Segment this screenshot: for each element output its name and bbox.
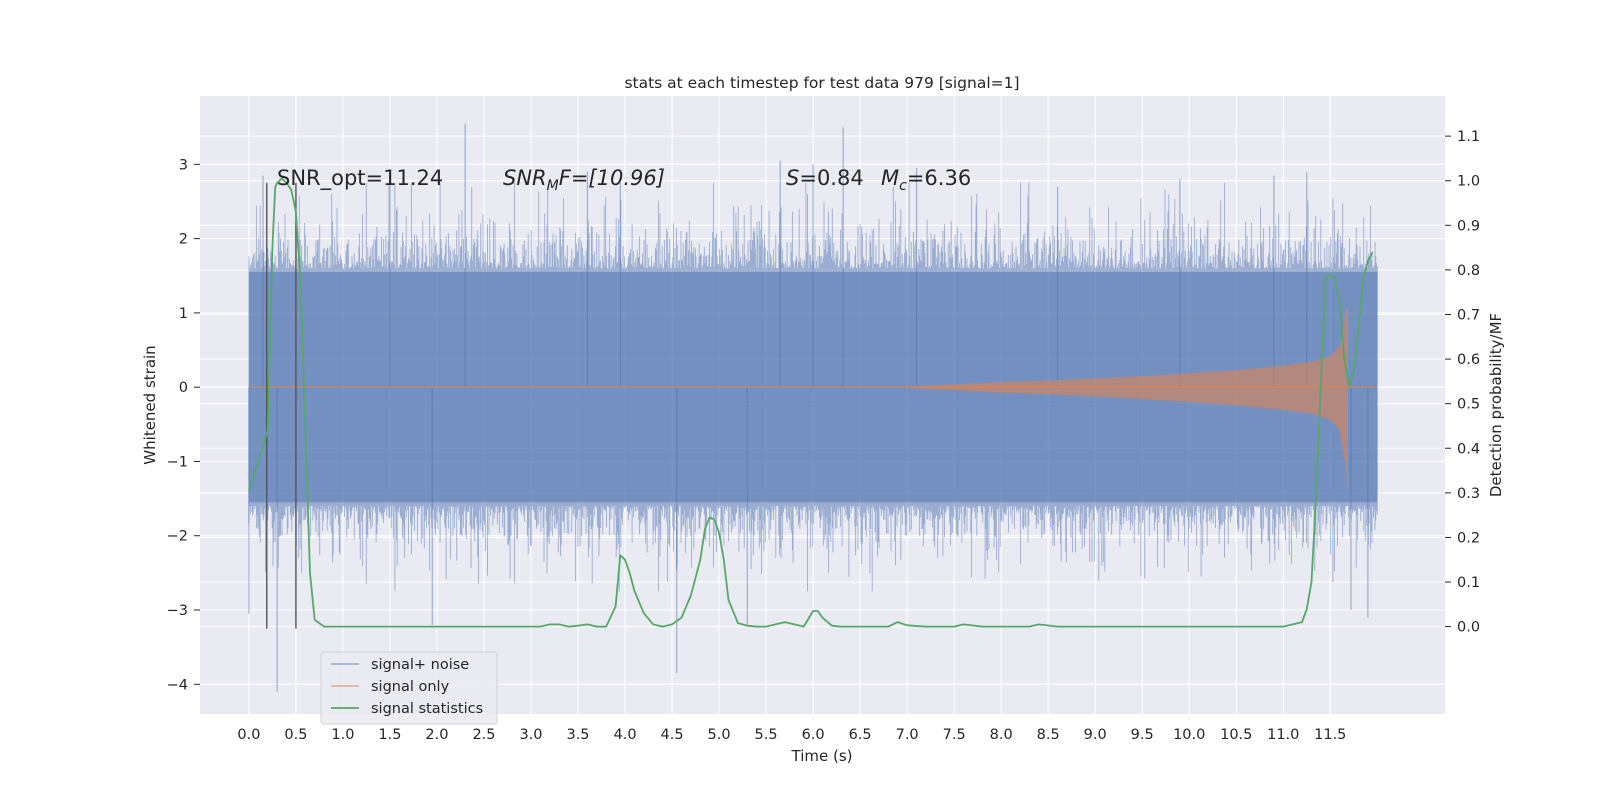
annotation-snr-mf: SNRMF=[10.96] [503, 166, 665, 194]
x-tick-label-4-5: 4.5 [661, 727, 684, 743]
series-signal-statistics [248, 177, 1374, 628]
legend-label-signal-plus-noise: signal+ noise [371, 657, 469, 673]
x-tick-label-2-0: 2.0 [425, 727, 448, 743]
y2-tick-label-0-1: 0.1 [1457, 575, 1480, 591]
legend-label-signal-only: signal only [371, 679, 450, 695]
y2-axis-ticks: 0.0 0.1 0.2 0.3 0.4 0.5 0.6 0.7 0.8 0.9 1.0 1.1 [1445, 129, 1480, 636]
legend-box [320, 651, 498, 725]
y2-axis-label: Detection probability/MF [1487, 313, 1505, 497]
x-tick-label-9-5: 9.5 [1131, 727, 1154, 743]
annotation-snr-opt: SNR_opt=11.24 [277, 166, 443, 191]
x-tick-label-8-0: 8.0 [990, 727, 1013, 743]
y-tick-label-2: 2 [179, 232, 188, 248]
y2-tick-label-0-3: 0.3 [1457, 486, 1480, 502]
signal-statistics-line [248, 177, 1374, 628]
y2-tick-label-0-8: 0.8 [1457, 263, 1480, 279]
x-tick-label-5-5: 5.5 [755, 727, 778, 743]
y2-tick-label-1-0: 1.0 [1457, 174, 1480, 190]
y-tick-label-0: 0 [179, 380, 188, 396]
x-tick-label-4-0: 4.0 [613, 727, 636, 743]
x-tick-label-5-0: 5.0 [708, 727, 731, 743]
x-tick-label-1-5: 1.5 [378, 727, 401, 743]
y-tick-label-3: 3 [179, 157, 188, 173]
y-axis-label: Whitened strain [141, 345, 159, 464]
x-tick-label-7-0: 7.0 [896, 727, 919, 743]
x-tick-label-6-5: 6.5 [849, 727, 872, 743]
annotation-s: S=0.84 [786, 166, 864, 190]
legend: signal+ noise signal only signal statist… [320, 651, 498, 725]
x-tick-label-10-0: 10.0 [1173, 727, 1205, 743]
x-tick-label-8-5: 8.5 [1037, 727, 1060, 743]
x-tick-label-11-0: 11.0 [1267, 727, 1299, 743]
x-tick-label-3-0: 3.0 [519, 727, 542, 743]
y-tick-label-4: −4 [167, 677, 188, 693]
x-tick-label-7-5: 7.5 [943, 727, 966, 743]
x-tick-label-0-5: 0.5 [284, 727, 307, 743]
x-tick-label-6-0: 6.0 [802, 727, 825, 743]
x-tick-label-3-5: 3.5 [566, 727, 589, 743]
y2-tick-label-0-4: 0.4 [1457, 441, 1480, 457]
y-tick-label-1: 1 [179, 306, 188, 322]
legend-label-signal-statistics: signal statistics [371, 701, 483, 717]
x-tick-label-11-5: 11.5 [1314, 727, 1346, 743]
series-signal-only [248, 309, 1378, 488]
y2-tick-label-0-9: 0.9 [1457, 218, 1480, 234]
y2-tick-label-0-2: 0.2 [1457, 530, 1480, 546]
y2-tick-label-1-1: 1.1 [1457, 129, 1480, 145]
chart-title: stats at each timestep for test data 979… [624, 74, 1019, 92]
y-tick-label-3: −3 [167, 603, 188, 619]
signal-only-envelope [907, 309, 1347, 470]
y2-tick-label-0-6: 0.6 [1457, 352, 1480, 368]
x-tick-label-1-0: 1.0 [331, 727, 354, 743]
y-tick-label-2: −2 [167, 529, 188, 545]
y-axis-ticks: −4 −3 −2 −1 0 1 2 3 [167, 157, 200, 693]
y2-tick-label-0-5: 0.5 [1457, 397, 1480, 413]
y2-tick-label-0-7: 0.7 [1457, 307, 1480, 323]
x-tick-label-0-0: 0.0 [237, 727, 260, 743]
x-tick-label-9-0: 9.0 [1084, 727, 1107, 743]
y-tick-label-1: −1 [167, 454, 188, 470]
x-axis-ticks: 0.0 0.5 1.0 1.5 2.0 2.5 3.0 3.5 4.0 4.5 5.0 5.5 6.0 6… [237, 727, 1346, 743]
vertical-markers [266, 182, 297, 629]
y2-tick-label-0-0: 0.0 [1457, 620, 1480, 636]
x-axis-label: Time (s) [791, 747, 853, 765]
annotation-mc: Mc=6.36 [881, 166, 971, 194]
x-tick-label-10-5: 10.5 [1220, 727, 1252, 743]
x-tick-label-2-5: 2.5 [472, 727, 495, 743]
